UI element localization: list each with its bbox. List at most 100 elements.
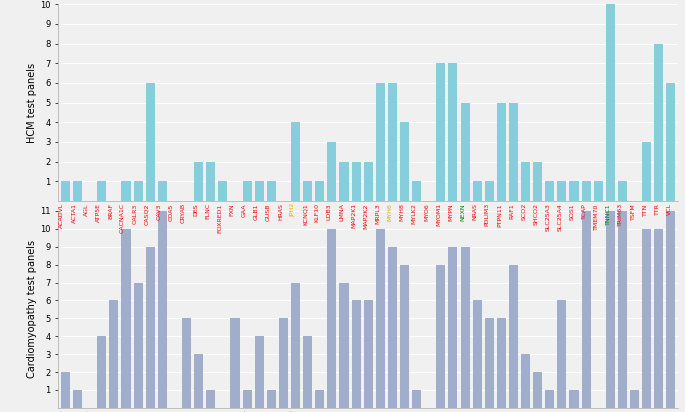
Text: CAV3: CAV3 bbox=[157, 203, 162, 220]
Text: MYOM1: MYOM1 bbox=[436, 203, 441, 226]
Bar bbox=[291, 283, 300, 408]
Text: PDLIM3: PDLIM3 bbox=[485, 203, 490, 226]
Bar bbox=[61, 181, 70, 201]
Bar bbox=[606, 4, 615, 201]
Text: SOS1: SOS1 bbox=[570, 203, 575, 220]
Bar bbox=[206, 390, 215, 408]
Text: GLB1: GLB1 bbox=[253, 203, 259, 220]
Text: AGL: AGL bbox=[84, 203, 88, 215]
Text: SHCO2: SHCO2 bbox=[534, 203, 538, 225]
Bar bbox=[460, 247, 470, 408]
Bar bbox=[230, 318, 240, 408]
Y-axis label: Cardiomyopathy test panels: Cardiomyopathy test panels bbox=[27, 240, 37, 379]
Bar bbox=[351, 162, 360, 201]
Text: MRPL3: MRPL3 bbox=[375, 203, 380, 224]
Bar bbox=[121, 229, 131, 408]
Text: ATP5E: ATP5E bbox=[96, 203, 101, 222]
Text: SLC25A4: SLC25A4 bbox=[558, 203, 562, 231]
Bar bbox=[206, 162, 215, 201]
Bar bbox=[266, 181, 276, 201]
Bar bbox=[146, 247, 155, 408]
Bar bbox=[654, 44, 663, 201]
Text: VCL: VCL bbox=[667, 410, 672, 412]
Bar bbox=[219, 181, 227, 201]
Bar bbox=[388, 83, 397, 201]
Bar bbox=[376, 83, 385, 201]
Bar bbox=[509, 265, 518, 408]
Bar bbox=[642, 142, 651, 201]
Text: MYPN: MYPN bbox=[448, 203, 453, 221]
Bar bbox=[545, 181, 554, 201]
Text: GAA: GAA bbox=[242, 203, 247, 217]
Text: LMNA: LMNA bbox=[339, 410, 344, 412]
Text: TCAP: TCAP bbox=[582, 410, 587, 412]
Bar bbox=[376, 229, 385, 408]
Bar bbox=[533, 372, 543, 408]
Text: TSFM: TSFM bbox=[631, 203, 636, 220]
Bar bbox=[654, 229, 663, 408]
Bar bbox=[509, 103, 518, 201]
Bar bbox=[110, 300, 119, 408]
Bar bbox=[497, 318, 506, 408]
Bar bbox=[242, 181, 251, 201]
Bar bbox=[545, 390, 554, 408]
Text: LMNA: LMNA bbox=[339, 203, 344, 221]
Bar bbox=[497, 103, 506, 201]
Bar bbox=[61, 372, 70, 408]
Bar bbox=[630, 390, 639, 408]
Bar bbox=[158, 211, 167, 408]
Bar bbox=[436, 265, 445, 408]
Text: MYO6: MYO6 bbox=[424, 203, 429, 221]
Bar bbox=[364, 162, 373, 201]
Text: COA5: COA5 bbox=[169, 203, 174, 220]
Bar bbox=[121, 181, 131, 201]
Text: CRYAB: CRYAB bbox=[181, 203, 186, 223]
Text: MYPN: MYPN bbox=[448, 410, 453, 412]
Bar bbox=[594, 181, 603, 201]
Text: JPH2: JPH2 bbox=[290, 203, 295, 218]
Bar bbox=[473, 300, 482, 408]
Text: CAV3: CAV3 bbox=[157, 410, 162, 412]
Bar bbox=[642, 229, 651, 408]
Bar bbox=[73, 390, 82, 408]
Text: DES: DES bbox=[193, 410, 198, 412]
Bar bbox=[667, 211, 675, 408]
Text: PTPN11: PTPN11 bbox=[497, 203, 502, 227]
Text: TTR: TTR bbox=[655, 203, 660, 215]
Text: FOXRED1: FOXRED1 bbox=[217, 410, 223, 412]
Text: TCAP: TCAP bbox=[582, 203, 587, 219]
Text: ACADVL: ACADVL bbox=[60, 410, 64, 412]
Text: SOS1: SOS1 bbox=[570, 410, 575, 412]
Text: CASQ2: CASQ2 bbox=[145, 203, 149, 225]
Bar bbox=[667, 83, 675, 201]
Text: FOXRED1: FOXRED1 bbox=[217, 203, 223, 232]
Text: HRAS: HRAS bbox=[278, 203, 283, 220]
Text: FLNC: FLNC bbox=[206, 203, 210, 219]
Bar bbox=[327, 229, 336, 408]
Text: MYLK2: MYLK2 bbox=[412, 203, 416, 224]
Text: KCNQ1: KCNQ1 bbox=[302, 410, 308, 412]
Text: GAA: GAA bbox=[242, 410, 247, 412]
Text: NRAS: NRAS bbox=[473, 410, 477, 412]
Bar bbox=[460, 103, 470, 201]
Bar bbox=[412, 390, 421, 408]
Bar bbox=[400, 265, 409, 408]
Text: SLC25A3: SLC25A3 bbox=[545, 410, 551, 412]
Text: NEXN: NEXN bbox=[460, 410, 465, 412]
Bar bbox=[558, 300, 566, 408]
Bar bbox=[521, 354, 530, 408]
Text: MYH6: MYH6 bbox=[388, 203, 393, 221]
Text: VCL: VCL bbox=[667, 203, 672, 215]
Text: NRAS: NRAS bbox=[473, 203, 477, 220]
Bar bbox=[436, 63, 445, 201]
Bar bbox=[315, 390, 324, 408]
Text: BRAF: BRAF bbox=[108, 203, 113, 219]
Bar bbox=[388, 247, 397, 408]
Bar bbox=[291, 122, 300, 201]
Bar bbox=[327, 142, 336, 201]
Bar bbox=[255, 181, 264, 201]
Bar bbox=[97, 181, 106, 201]
Bar bbox=[194, 354, 203, 408]
Text: MYO6: MYO6 bbox=[424, 410, 429, 412]
Text: RAF1: RAF1 bbox=[509, 410, 514, 412]
